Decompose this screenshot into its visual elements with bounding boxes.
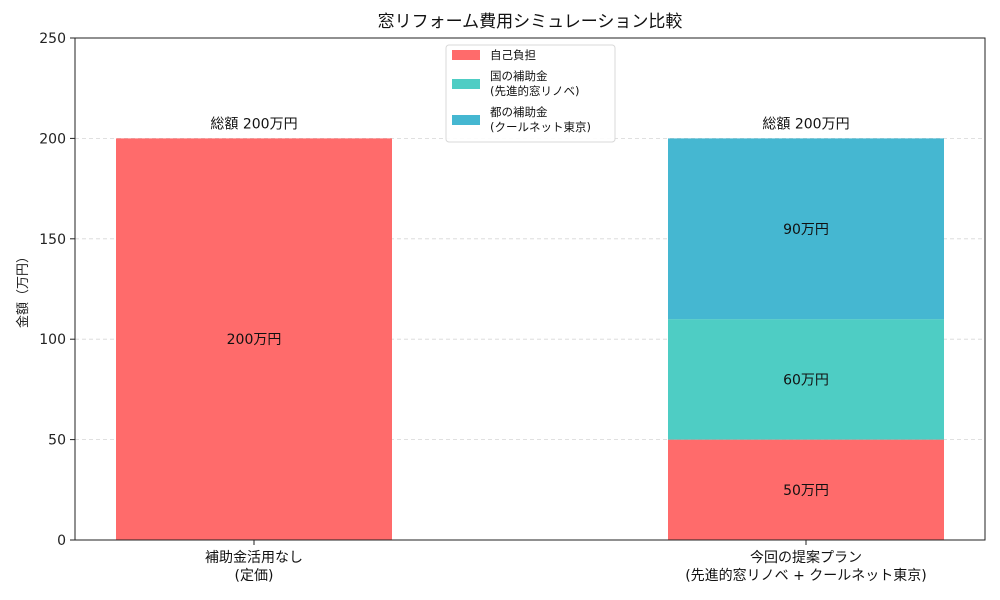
bar-value-label: 200万円 (227, 332, 282, 348)
legend-label: 国の補助金(先進的窓リノベ) (490, 69, 579, 98)
y-tick-label: 200 (39, 131, 66, 147)
x-tick-label: 今回の提案プラン(先進的窓リノベ + クールネット東京) (685, 549, 927, 584)
legend-swatch (452, 50, 480, 60)
bar-layer (116, 138, 944, 540)
legend-swatch (452, 115, 480, 125)
y-tick-label: 0 (57, 533, 66, 549)
legend-swatch (452, 79, 480, 89)
chart-title: 窓リフォーム費用シミュレーション比較 (378, 12, 683, 32)
bar-total-label: 総額 200万円 (210, 116, 297, 132)
bar-segment (668, 138, 944, 320)
legend-box (445, 44, 616, 143)
y-axis-label: 金額（万円） (15, 250, 31, 328)
y-tick-label: 250 (39, 31, 66, 47)
y-tick-label: 100 (39, 332, 66, 348)
y-tick-label: 150 (39, 232, 66, 248)
y-tick-label: 50 (48, 433, 66, 449)
bar-value-label: 50万円 (783, 483, 829, 499)
legend-label: 自己負担 (490, 48, 536, 62)
bar-value-label: 60万円 (783, 372, 829, 388)
bar-value-label: 90万円 (783, 222, 829, 238)
bar-segment (116, 138, 392, 540)
legend-label: 都の補助金(クールネット東京) (490, 105, 591, 134)
bar-segment (668, 439, 944, 540)
label-layer: 200万円 総額 200万円 50万円 60万円 90万円 総額 200万円 窓リフォーム費… (15, 12, 850, 499)
bar-segment (668, 319, 944, 440)
x-tick-label: 補助金活用なし(定価) (205, 550, 303, 584)
axis-layer: 補助金活用なし(定価) 今回の提案プラン(先進的窓リノベ + クールネット東京) 0… (39, 31, 986, 584)
bar-total-label: 総額 200万円 (762, 116, 849, 132)
plot-frame (74, 37, 986, 541)
